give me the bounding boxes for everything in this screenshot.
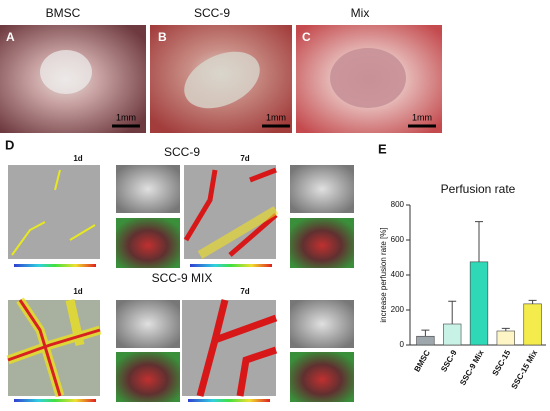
- panel-label: E: [378, 141, 387, 156]
- y-tick-label: 800: [391, 200, 405, 209]
- panel-label: D: [5, 137, 14, 152]
- x-tick-label: BMSC: [412, 348, 432, 373]
- x-tick-label: SSC-15: [491, 348, 513, 377]
- y-tick-label: 200: [391, 305, 405, 314]
- bar: [523, 303, 542, 346]
- bar: [496, 330, 515, 346]
- photo-title: Mix: [351, 6, 370, 20]
- y-axis-label: increase perfusion rate [%]: [379, 227, 388, 322]
- scale-label: 1mm: [412, 112, 432, 122]
- perfusion-map: [6, 165, 279, 402]
- x-tick-label: SSC-9: [439, 348, 459, 373]
- y-tick-label: 600: [391, 235, 405, 244]
- x-tick-label: SSC-9 Mix: [458, 348, 486, 387]
- row-title: SCC-9 MIX: [152, 271, 213, 285]
- y-tick-label: 0: [400, 340, 405, 349]
- photo-c: [296, 25, 442, 133]
- scale-label: 1mm: [266, 112, 286, 122]
- bar: [416, 335, 435, 346]
- chart-title: Perfusion rate: [441, 182, 516, 196]
- day-label: 1d: [73, 154, 82, 163]
- thumbnails: [116, 165, 354, 402]
- day-label: 7d: [240, 154, 249, 163]
- day-label: 7d: [240, 287, 249, 296]
- scale-label: 1mm: [116, 112, 136, 122]
- photo-title: SCC-9: [194, 6, 230, 20]
- panel-label: A: [6, 30, 15, 44]
- bar: [469, 261, 489, 346]
- photo-a: [0, 25, 146, 133]
- photo-title: BMSC: [46, 6, 81, 20]
- x-tick-label: SSC-15 Mix: [510, 348, 540, 391]
- photo-b: [150, 25, 292, 133]
- row-title: SCC-9: [164, 145, 200, 159]
- bar: [443, 323, 462, 346]
- y-tick-label: 400: [391, 270, 405, 279]
- day-label: 1d: [73, 287, 82, 296]
- panel-label: C: [302, 30, 311, 44]
- panel-label: B: [158, 30, 167, 44]
